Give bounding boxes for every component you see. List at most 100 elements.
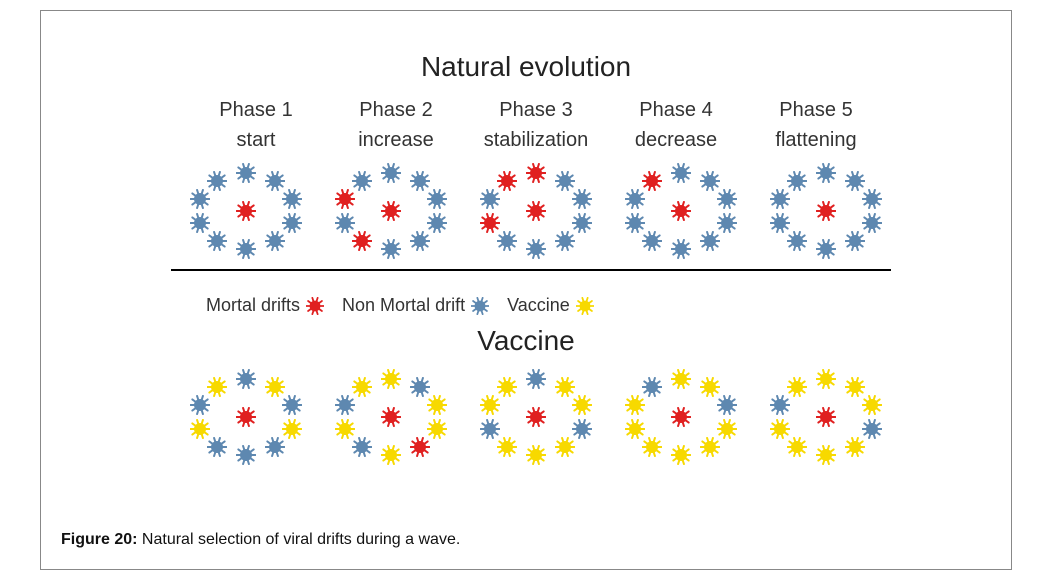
phase-desc: decrease [606,129,746,152]
virus-icon [787,377,807,397]
virus-icon [497,231,517,251]
virus-icon [480,213,500,233]
virus-icon [282,189,302,209]
virus-icon [335,419,355,439]
virus-cluster [621,161,741,261]
virus-icon [572,395,592,415]
virus-cluster [766,161,886,261]
phase-label: Phase 5 [746,99,886,122]
virus-icon [770,189,790,209]
caption-text: Natural selection of viral drifts during… [137,531,460,548]
virus-icon [862,189,882,209]
virus-icon [282,213,302,233]
virus-icon [555,437,575,457]
virus-icon [381,407,401,427]
divider-line [171,269,891,271]
virus-icon [671,369,691,389]
virus-icon [816,445,836,465]
virus-icon [497,171,517,191]
virus-cluster [331,367,451,467]
virus-icon [190,213,210,233]
virus-icon [282,395,302,415]
virus-icon [190,395,210,415]
phase-desc: stabilization [466,129,606,152]
virus-icon [816,239,836,259]
virus-icon [480,189,500,209]
phase-desc: start [186,129,326,152]
virus-icon [427,189,447,209]
virus-icon [625,213,645,233]
virus-icon [555,231,575,251]
virus-icon [717,189,737,209]
virus-icon [352,437,372,457]
virus-icon [236,239,256,259]
virus-icon [236,201,256,221]
virus-icon [770,419,790,439]
legend-item-vaccine: Vaccine [507,295,594,316]
phase-label: Phase 1 [186,99,326,122]
caption-bold: Figure 20: [61,531,137,548]
virus-cluster [186,161,306,261]
virus-icon [862,213,882,233]
virus-icon [236,369,256,389]
virus-icon [410,231,430,251]
virus-icon [190,419,210,439]
virus-icon [671,239,691,259]
phase-label: Phase 3 [466,99,606,122]
virus-icon [862,419,882,439]
virus-icon [335,395,355,415]
virus-icon [625,395,645,415]
virus-icon [576,297,594,315]
virus-icon [265,377,285,397]
virus-icon [480,419,500,439]
legend-label: Non Mortal drift [342,295,465,316]
legend-label: Vaccine [507,295,570,316]
title-natural-evolution: Natural evolution [41,51,1011,83]
virus-cluster [186,367,306,467]
virus-icon [671,163,691,183]
virus-icon [671,407,691,427]
virus-icon [427,395,447,415]
figure-caption: Figure 20: Natural selection of viral dr… [61,531,460,549]
vaccine-clusters [186,367,886,467]
virus-icon [207,377,227,397]
virus-icon [642,437,662,457]
legend-item-mortal: Mortal drifts [206,295,324,316]
virus-cluster [476,161,596,261]
virus-icon [526,407,546,427]
virus-icon [787,231,807,251]
phase-desc: flattening [746,129,886,152]
virus-icon [700,231,720,251]
virus-icon [480,395,500,415]
virus-icon [787,171,807,191]
virus-icon [717,213,737,233]
virus-icon [787,437,807,457]
virus-icon [700,377,720,397]
virus-icon [335,213,355,233]
virus-icon [816,201,836,221]
virus-icon [642,377,662,397]
virus-cluster [331,161,451,261]
virus-icon [526,369,546,389]
virus-icon [555,171,575,191]
virus-icon [671,201,691,221]
title-vaccine: Vaccine [41,325,1011,357]
virus-icon [265,171,285,191]
virus-icon [265,231,285,251]
virus-cluster [476,367,596,467]
virus-icon [845,437,865,457]
virus-icon [381,369,401,389]
virus-icon [845,377,865,397]
virus-icon [497,437,517,457]
virus-icon [642,171,662,191]
virus-icon [572,213,592,233]
virus-icon [381,239,401,259]
virus-icon [190,189,210,209]
virus-icon [352,377,372,397]
legend-item-nonmortal: Non Mortal drift [342,295,489,316]
virus-icon [555,377,575,397]
virus-icon [862,395,882,415]
virus-icon [381,445,401,465]
virus-icon [625,419,645,439]
virus-icon [816,163,836,183]
